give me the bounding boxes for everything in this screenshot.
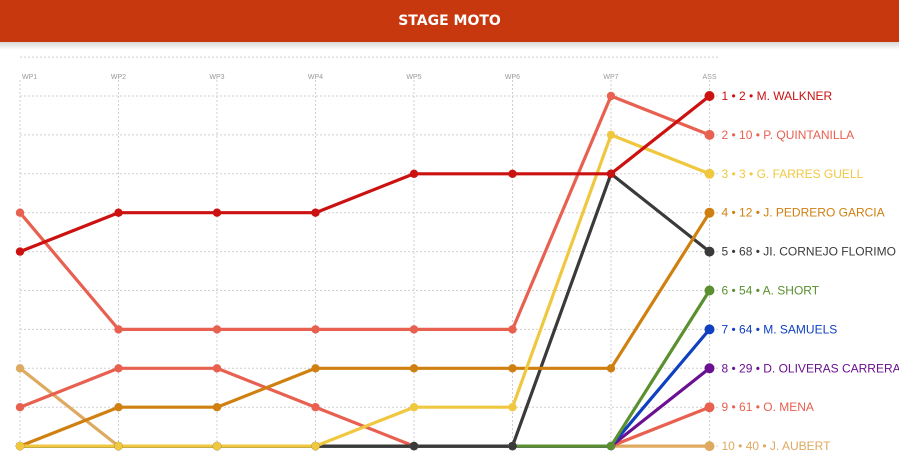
series-label: 2 • 10 • P. QUINTANILLA: [722, 128, 855, 142]
series-label: 5 • 68 • JI. CORNEJO FLORIMO: [722, 245, 896, 259]
series-line: [20, 328, 711, 448]
data-point[interactable]: [15, 403, 25, 412]
data-point[interactable]: [508, 325, 517, 334]
data-point[interactable]: [114, 325, 123, 334]
series-line: [19, 94, 711, 254]
data-point[interactable]: [606, 364, 616, 373]
x-tick-label: WP2: [111, 74, 126, 81]
data-point[interactable]: [311, 364, 320, 373]
data-point[interactable]: [606, 169, 616, 178]
data-point[interactable]: [606, 130, 616, 140]
data-point[interactable]: [704, 207, 715, 218]
series-label: 4 • 12 • J. PEDRERO GARCIA: [722, 206, 885, 220]
data-point[interactable]: [114, 441, 123, 451]
grid: [19, 56, 720, 451]
series-lines: [18, 94, 711, 448]
chart-header: STAGE MOTO: [0, 0, 899, 42]
series-line: [20, 133, 711, 448]
data-point[interactable]: [409, 325, 419, 334]
data-point[interactable]: [508, 364, 517, 373]
data-point[interactable]: [409, 169, 419, 178]
x-tick-label: WP5: [406, 74, 421, 81]
data-point[interactable]: [704, 285, 715, 296]
header-shadow: [0, 42, 899, 50]
x-tick-label: WP3: [209, 74, 224, 81]
x-tick-label: WP7: [603, 74, 618, 81]
series-label: 3 • 3 • G. FARRES GUELL: [722, 167, 864, 181]
data-point[interactable]: [311, 441, 320, 451]
x-axis-ticks: WP1 WP2 WP3 WP4 WP5 WP6 WP7 ASS: [22, 74, 717, 81]
x-tick-label: ASS: [702, 74, 716, 81]
series-labels: 1 • 2 • M. WALKNER 2 • 10 • P. QUINTANILL…: [722, 89, 899, 453]
data-point[interactable]: [212, 441, 222, 451]
data-point[interactable]: [15, 208, 25, 217]
series-line: [18, 94, 711, 331]
data-point[interactable]: [114, 403, 123, 412]
data-point[interactable]: [409, 403, 419, 412]
series-label: 8 • 29 • D. OLIVERAS CARRERA: [722, 361, 899, 375]
data-point[interactable]: [409, 441, 419, 451]
x-tick-label: WP4: [308, 74, 323, 81]
series-label: 6 • 54 • A. SHORT: [722, 284, 820, 298]
data-point[interactable]: [704, 324, 715, 335]
data-point[interactable]: [114, 208, 123, 217]
data-point[interactable]: [606, 441, 616, 451]
data-point[interactable]: [704, 91, 715, 101]
x-tick-label: WP6: [505, 74, 520, 81]
data-point[interactable]: [15, 441, 25, 451]
data-point[interactable]: [704, 246, 715, 257]
series-points: [15, 91, 715, 452]
data-point[interactable]: [704, 129, 715, 140]
data-point[interactable]: [704, 402, 715, 413]
series-line: [19, 211, 711, 448]
chart-title: STAGE MOTO: [398, 13, 501, 29]
data-point[interactable]: [311, 403, 320, 412]
series-label: 1 • 2 • M. WALKNER: [722, 89, 833, 103]
data-point[interactable]: [704, 363, 715, 374]
data-point[interactable]: [508, 169, 517, 178]
data-point[interactable]: [15, 364, 25, 373]
data-point[interactable]: [704, 441, 715, 452]
data-point[interactable]: [114, 364, 123, 373]
data-point[interactable]: [212, 208, 222, 217]
series-label: 7 • 64 • M. SAMUELS: [722, 322, 838, 336]
data-point[interactable]: [212, 325, 222, 334]
data-point[interactable]: [606, 91, 616, 101]
series-label: 9 • 61 • O. MENA: [722, 400, 814, 414]
data-point[interactable]: [311, 325, 320, 334]
data-point[interactable]: [311, 208, 320, 217]
series-line: [20, 172, 711, 448]
data-point[interactable]: [704, 168, 715, 179]
data-point[interactable]: [212, 403, 222, 412]
x-tick-label: WP1: [22, 74, 37, 81]
data-point[interactable]: [212, 364, 222, 373]
data-point[interactable]: [409, 364, 419, 373]
data-point[interactable]: [508, 403, 517, 412]
series-label: 10 • 40 • J. AUBERT: [722, 439, 832, 453]
data-point[interactable]: [15, 247, 25, 256]
data-point[interactable]: [508, 441, 517, 451]
